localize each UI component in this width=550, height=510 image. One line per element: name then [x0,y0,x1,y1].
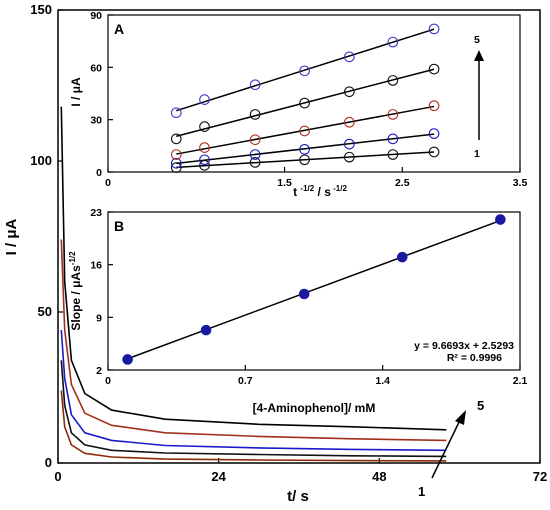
main-arrow-end-label: 5 [477,398,484,413]
inset-a-y-tick-label: 60 [90,62,102,74]
inset-a-point [428,63,440,75]
inset-a-point [249,157,261,168]
inset-a-fit-line-3 [176,105,435,155]
main-series-line-1 [60,390,447,462]
inset-a-point [249,134,261,146]
main-series [60,106,447,462]
inset-a-point [428,100,440,112]
inset-a-point [343,86,355,98]
inset-a-arrow-start-label: 1 [474,148,480,160]
inset-a-series [170,23,440,173]
main-series-line-3 [60,330,447,452]
inset-a-point [428,146,440,158]
inset-a-point [387,149,399,160]
main-series-arrow [431,417,462,479]
main-x-tick-label: 48 [372,469,386,484]
inset-a-y-tick-label: 90 [90,10,102,22]
inset-a-panel-label: A [114,21,124,37]
inset-b-point [495,214,506,225]
inset-a-point [199,142,210,153]
main-x-tick-label: 72 [533,469,547,484]
inset-b-y-axis-label: Slope / μAs-1/2 [68,251,83,331]
inset-b-fit-equation: y = 9.6693x + 2.5293 [414,340,514,352]
inset-b-y-tick-label: 9 [96,312,102,324]
inset-a-y-tick-label: 30 [90,115,102,127]
main-y-tick-label: 100 [30,153,52,168]
inset-a-point [343,138,355,150]
main-series-line-4 [60,239,447,442]
inset-a-point [387,36,399,48]
inset-a-x-tick-label: 1.5 [277,177,292,189]
inset-b-y-tick-label: 16 [90,260,102,272]
inset-b-y-tick-label: 23 [90,207,102,219]
inset-a-point [170,133,182,145]
inset-a-point [343,116,355,128]
inset-a-point [199,121,210,132]
inset-a-point [387,75,399,86]
inset-b-series [122,214,506,365]
inset-a-point [299,154,310,166]
inset-a-fit-line-4 [176,68,435,137]
inset-a-point [387,109,399,120]
inset-a-y-axis-label: I / μA [69,77,83,107]
inset-a-point [299,143,310,155]
inset-a-point [387,133,399,145]
inset-a-x-tick-label: 0 [105,177,111,189]
main-series-arrowhead [455,410,466,425]
main-y-tick-label: 150 [30,2,52,17]
inset-b-y-tick-label: 2 [96,365,102,377]
inset-a-y-tick-label: 0 [96,167,102,179]
main-x-axis-label: t/ s [287,488,309,505]
main-arrow-start-label: 1 [418,484,425,499]
inset-a-point [170,157,182,169]
inset-a-point [249,149,261,160]
inset-b-point [298,288,310,300]
inset-b-point [200,324,212,336]
main-y-axis-label: I / μA [3,218,20,255]
main-y-tick-label: 50 [38,304,52,319]
main-y-tick-label: 0 [45,455,52,470]
inset-b-x-tick-label: 0.7 [238,375,253,387]
inset-a-point [343,151,355,163]
inset-b-x-tick-label: 0 [105,375,111,387]
inset-b-x-tick-label: 1.4 [375,375,390,387]
inset-b-axis-ticks: 0 0.7 1.4 2.1 2 9 16 23 [90,207,527,387]
inset-a-point [249,79,261,91]
inset-a-point [199,154,210,166]
inset-a-point [249,109,261,120]
inset-a-axis-ticks: 0 1.5 2.5 3.5 0 30 60 90 [90,10,527,189]
inset-a-point [343,51,355,63]
inset-a-series-arrowhead [474,50,484,61]
inset-b-panel-label: B [114,218,124,234]
inset-a-fit-line-5 [176,28,435,112]
inset-a-point [170,107,182,119]
main-x-tick-label: 0 [54,469,61,484]
inset-b-x-tick-label: 2.1 [513,375,528,387]
inset-a-plot-area [107,14,521,173]
inset-a-point [428,128,440,139]
inset-a-point [199,94,210,105]
inset-a-fit-line-1 [176,151,435,169]
main-series-line-2 [60,360,447,458]
inset-a-fit-line-2 [176,133,435,165]
inset-a-x-tick-label: 3.5 [513,177,528,189]
inset-b-fit-line [127,219,501,360]
inset-a-arrow-end-label: 5 [474,34,480,46]
inset-a-point [299,125,310,137]
inset-a-x-tick-label: 2.5 [395,177,410,189]
main-series-line-5 [60,106,447,431]
inset-a-point [299,65,310,77]
inset-b-x-axis-label: [4-Aminophenol]/ mM [253,401,376,415]
inset-b-r-squared: R² = 0.9996 [447,352,502,364]
inset-a-point [170,149,182,160]
main-x-tick-label: 24 [211,469,226,484]
inset-a-point [299,97,310,109]
inset-b-point [396,251,408,263]
inset-b-point [122,354,133,365]
inset-a-point [428,23,440,35]
